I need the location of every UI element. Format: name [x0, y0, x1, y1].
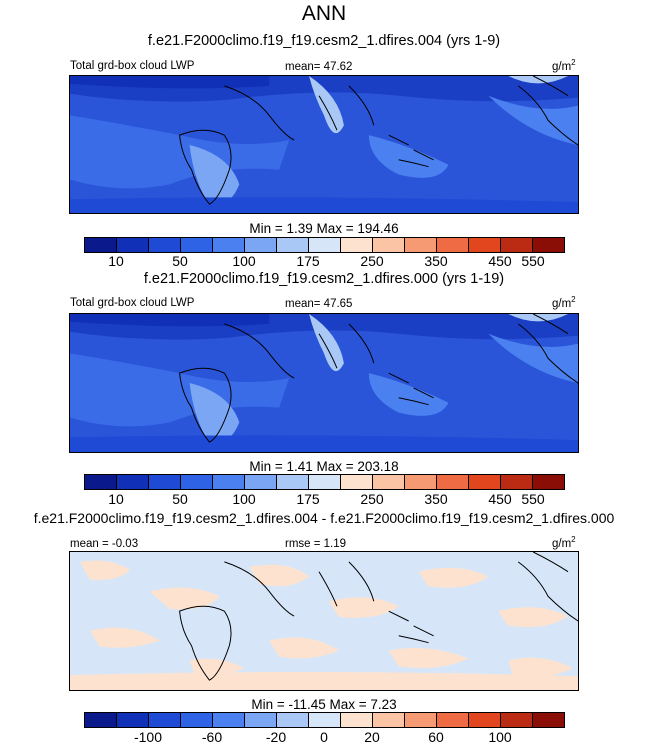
colorbar-swatch: [117, 475, 149, 489]
colorbar-swatch: [501, 475, 533, 489]
colorbar-swatch: [309, 713, 341, 727]
colorbar-tick-label: 450: [488, 491, 512, 507]
colorbar-swatch: [341, 475, 373, 489]
colorbar-tick-label: 60: [428, 729, 444, 745]
colorbar-swatch: [85, 713, 117, 727]
panel-3-minmax: Min = -11.45 Max = 7.23: [251, 697, 397, 712]
panel-3-mean-label: mean = -0.03: [70, 538, 139, 550]
colorbar-tick-label: 100: [488, 729, 512, 745]
colorbar-tick-label: 0: [320, 729, 328, 745]
colorbar-swatch: [149, 475, 181, 489]
colorbar-swatch: [341, 238, 373, 252]
colorbar-swatch: [85, 238, 117, 252]
colorbar-swatch: [501, 238, 533, 252]
colorbar-tick-label: -60: [201, 729, 223, 745]
colorbar-tick-label: 10: [108, 253, 124, 269]
colorbar-tick-label: 20: [364, 729, 380, 745]
colorbar-swatch: [437, 713, 469, 727]
colorbar-swatch: [341, 713, 373, 727]
colorbar-tick-label: 175: [296, 491, 320, 507]
panel-1-map: [69, 75, 579, 214]
panel-1-mean-label: mean= 47.62: [285, 61, 353, 73]
colorbar-swatch: [469, 713, 501, 727]
panel-2-map-svg: [70, 314, 578, 452]
colorbar-swatch: [213, 238, 245, 252]
colorbar-swatch: [405, 238, 437, 252]
page-title: ANN: [301, 2, 347, 25]
colorbar-tick-label: 100: [232, 491, 256, 507]
colorbar-tick-label: 350: [424, 253, 448, 269]
colorbar-swatch: [309, 475, 341, 489]
colorbar-swatch: [373, 475, 405, 489]
colorbar-swatch: [469, 475, 501, 489]
colorbar-tick-label: 550: [521, 253, 545, 269]
colorbar-tick-label: 100: [232, 253, 256, 269]
panel-1-units: g/m2: [552, 58, 576, 73]
colorbar-swatch: [277, 475, 309, 489]
panel-1-colorbar-ticks: 10 50 100 175 250 350 450 550: [84, 253, 565, 271]
colorbar-swatch: [213, 713, 245, 727]
panel-2-minmax: Min = 1.41 Max = 203.18: [249, 459, 399, 474]
panel-3-case-title: f.e21.F2000climo.f19_f19.cesm2_1.dfires.…: [33, 510, 615, 526]
colorbar-tick-label: -20: [265, 729, 287, 745]
colorbar-swatch: [277, 713, 309, 727]
colorbar-swatch: [117, 238, 149, 252]
panel-2-map: [69, 313, 579, 453]
colorbar-swatch: [533, 238, 564, 252]
colorbar-swatch: [245, 238, 277, 252]
panel-1-variable-label: Total grd-box cloud LWP: [70, 60, 195, 72]
colorbar-swatch: [309, 238, 341, 252]
colorbar-tick-label: 250: [360, 253, 384, 269]
panel-3-rmse-label: rmse = 1.19: [285, 538, 347, 550]
colorbar-swatch: [501, 713, 533, 727]
panel-3-colorbar-ticks: -100 -60 -20 0 20 60 100: [84, 729, 565, 747]
colorbar-swatch: [373, 713, 405, 727]
panel-2-units: g/m2: [552, 295, 576, 310]
panel-1-minmax: Min = 1.39 Max = 194.46: [249, 221, 399, 236]
panel-3-map: [69, 551, 579, 691]
colorbar-swatch: [213, 475, 245, 489]
colorbar-swatch: [245, 475, 277, 489]
panel-3-map-svg: [70, 552, 578, 690]
colorbar-swatch: [181, 475, 213, 489]
colorbar-swatch: [533, 475, 564, 489]
panel-2-mean-label: mean= 47.65: [285, 298, 353, 310]
colorbar-swatch: [437, 475, 469, 489]
colorbar-swatch: [181, 238, 213, 252]
panel-2-colorbar: [84, 474, 565, 490]
colorbar-swatch: [469, 238, 501, 252]
colorbar-tick-label: 450: [488, 253, 512, 269]
colorbar-tick-label: -100: [133, 729, 163, 745]
colorbar-swatch: [405, 475, 437, 489]
panel-2-case-title: f.e21.F2000climo.f19_f19.cesm2_1.dfires.…: [143, 271, 505, 287]
colorbar-tick-label: 550: [521, 491, 545, 507]
colorbar-swatch: [149, 713, 181, 727]
colorbar-swatch: [437, 238, 469, 252]
colorbar-swatch: [405, 713, 437, 727]
colorbar-swatch: [117, 713, 149, 727]
colorbar-tick-label: 350: [424, 491, 448, 507]
panel-2-variable-label: Total grd-box cloud LWP: [70, 297, 195, 309]
colorbar-swatch: [181, 713, 213, 727]
colorbar-swatch: [277, 238, 309, 252]
panel-3-units: g/m2: [552, 535, 576, 550]
colorbar-tick-label: 50: [172, 491, 188, 507]
colorbar-swatch: [149, 238, 181, 252]
colorbar-tick-label: 250: [360, 491, 384, 507]
colorbar-tick-label: 50: [172, 253, 188, 269]
panel-3-colorbar: [84, 712, 565, 728]
colorbar-swatch: [533, 713, 564, 727]
panel-1-case-title: f.e21.F2000climo.f19_f19.cesm2_1.dfires.…: [147, 33, 501, 49]
colorbar-swatch: [85, 475, 117, 489]
colorbar-swatch: [373, 238, 405, 252]
colorbar-swatch: [245, 713, 277, 727]
panel-2-colorbar-ticks: 10 50 100 175 250 350 450 550: [84, 491, 565, 509]
colorbar-tick-label: 175: [296, 253, 320, 269]
colorbar-tick-label: 10: [108, 491, 124, 507]
panel-1-colorbar: [84, 237, 565, 253]
panel-1-map-svg: [70, 76, 578, 213]
